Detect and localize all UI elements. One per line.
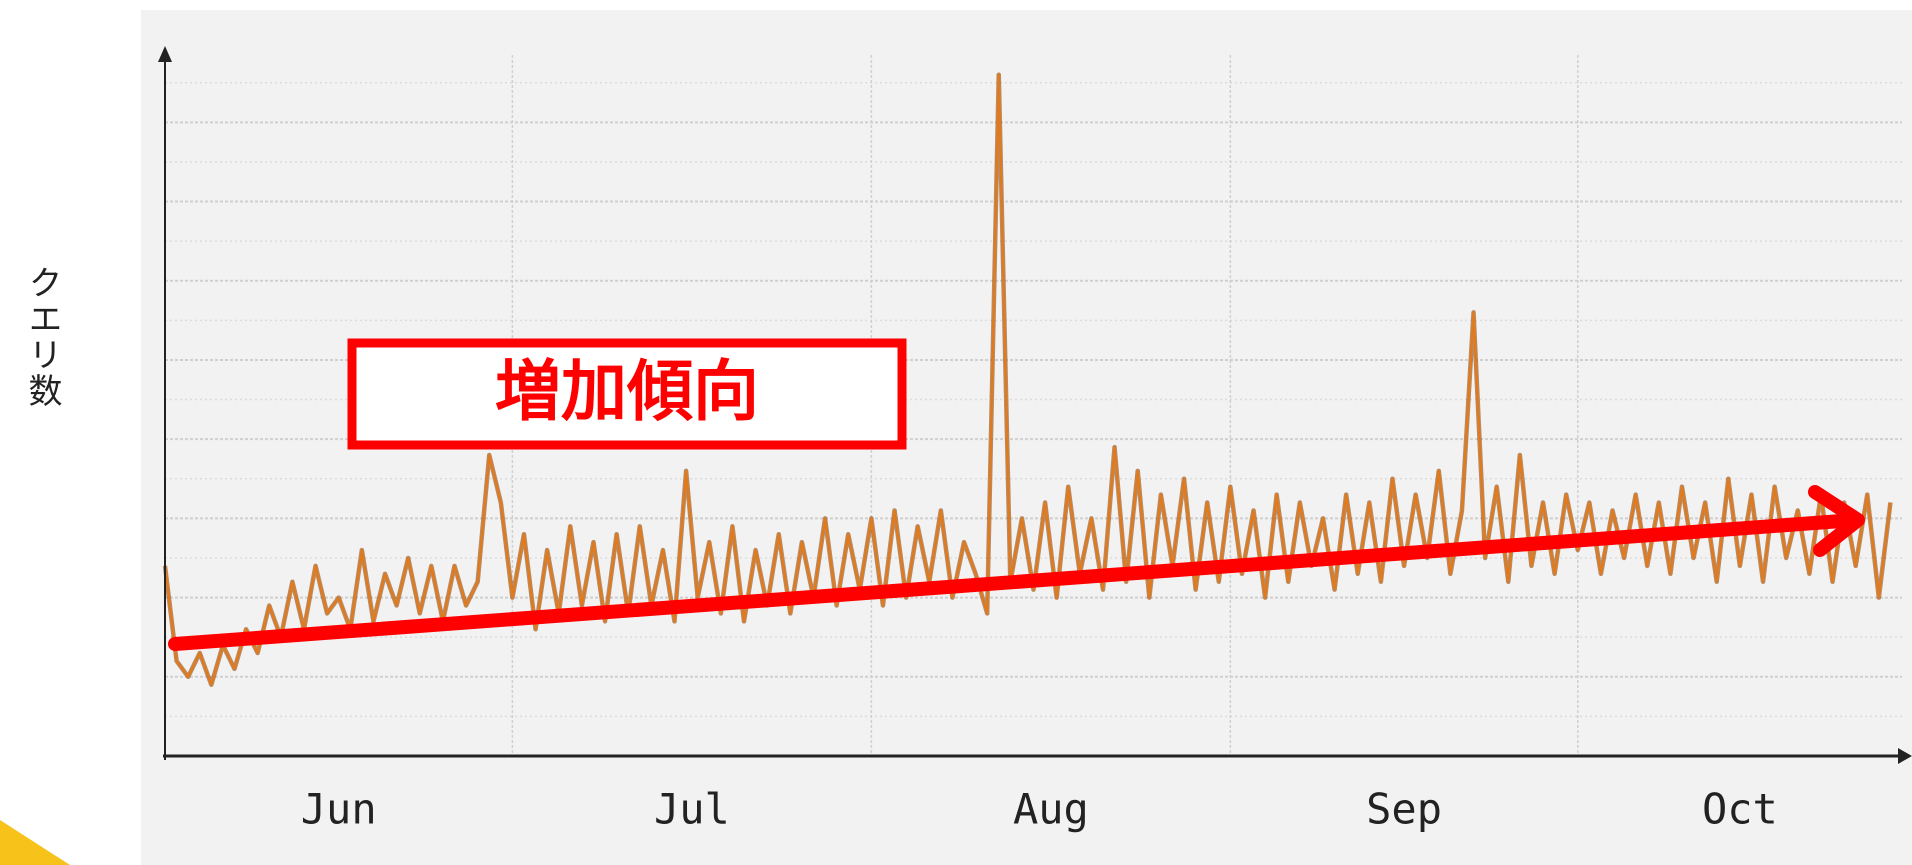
trend-arrow (168, 513, 1862, 651)
y-axis-arrow (158, 46, 172, 62)
annotation: 増加傾向 (495, 353, 759, 430)
trend-arrow-head (1808, 485, 1865, 557)
x-tick-label: Jun (301, 785, 377, 834)
y-axis-label: クエリ数 (22, 265, 62, 409)
annotation-box (347, 338, 907, 450)
x-tick-label: Aug (1013, 785, 1089, 834)
decor (0, 820, 70, 865)
x-tick-label: Oct (1702, 785, 1778, 834)
x-axis-arrow (1898, 748, 1912, 764)
x-tick-label: Sep (1366, 785, 1442, 834)
line (163, 73, 1892, 686)
x-tick-label: Jul (654, 785, 730, 834)
